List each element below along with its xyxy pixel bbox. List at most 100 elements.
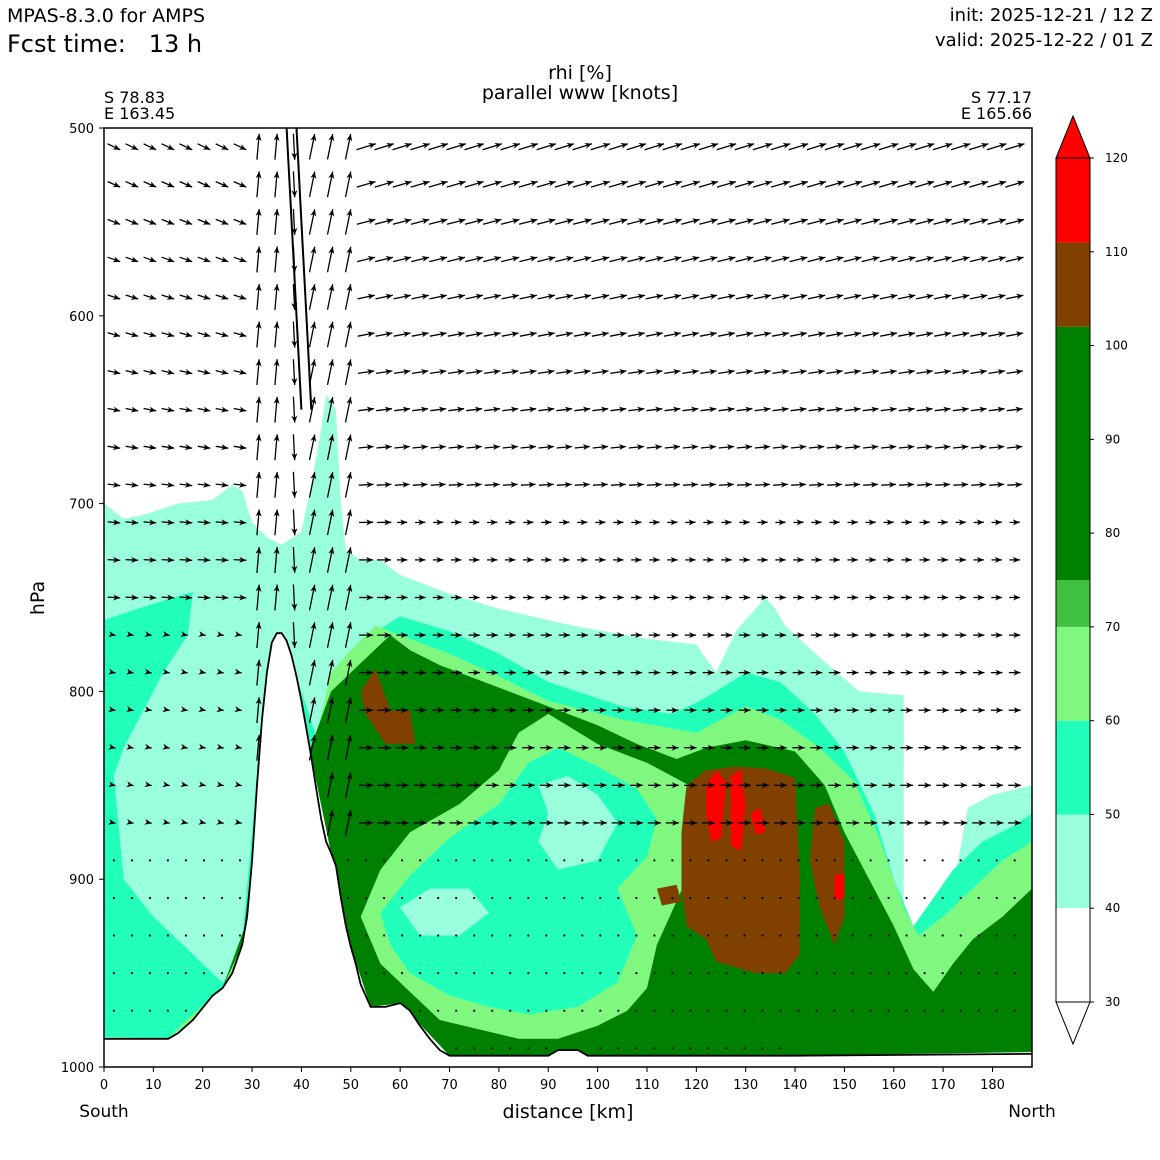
wind-vector	[179, 594, 193, 601]
wind-vector	[952, 405, 969, 413]
wind-vector	[428, 178, 449, 188]
wind-vector	[523, 556, 534, 563]
wind-vector	[412, 481, 428, 488]
wind-vector	[326, 133, 336, 160]
wind-vector	[761, 859, 764, 862]
wind-vector	[291, 396, 298, 423]
wind-vector	[581, 896, 584, 900]
wind-vector	[432, 707, 445, 714]
colorbar-tick-label: 100	[1105, 339, 1128, 353]
wind-vector	[653, 859, 656, 862]
wind-vector	[698, 140, 719, 151]
wind-vector	[684, 632, 696, 639]
wind-vector	[810, 782, 823, 789]
wind-vector	[383, 972, 386, 975]
wind-vector	[810, 632, 823, 639]
wind-vector	[394, 481, 410, 488]
wind-vector	[184, 934, 187, 937]
wind-vector	[590, 178, 611, 188]
wind-vector	[844, 330, 862, 338]
wind-vector	[509, 896, 512, 900]
wind-vector	[753, 216, 773, 225]
wind-vector	[215, 444, 229, 452]
wind-vector	[743, 972, 746, 975]
wind-vector	[505, 556, 516, 563]
wind-vector	[1013, 972, 1016, 975]
wind-vector	[197, 444, 211, 452]
wind-vector	[879, 254, 899, 263]
wind-vector	[887, 972, 890, 975]
rh-region-110	[750, 807, 766, 835]
wind-jet-line	[285, 128, 303, 410]
wind-vector	[954, 744, 967, 751]
wind-vector	[900, 707, 913, 714]
wind-vector	[161, 256, 176, 265]
wind-vector	[112, 934, 115, 937]
wind-vector	[1013, 896, 1016, 900]
wind-vector	[630, 707, 643, 714]
wind-vector	[326, 433, 336, 461]
wind-vector	[143, 143, 158, 153]
wind-vector	[666, 632, 678, 639]
wind-vector	[775, 556, 786, 563]
wind-vector	[273, 434, 281, 461]
wind-vector	[308, 133, 318, 160]
wind-vector	[987, 292, 1007, 300]
wind-vector	[916, 330, 934, 338]
wind-vector	[291, 434, 298, 461]
wind-vector	[682, 481, 698, 488]
wind-vector	[666, 669, 679, 676]
wind-vector	[446, 216, 467, 225]
wind-vector	[558, 594, 570, 601]
init-time: init: 2025-12-21 / 12 Z	[949, 5, 1153, 26]
wind-vector	[718, 443, 735, 451]
wind-vector	[843, 178, 863, 188]
wind-vector	[808, 367, 826, 375]
wind-vector	[707, 896, 710, 900]
wind-vector	[918, 782, 931, 789]
wind-vector	[107, 556, 121, 564]
wind-vector	[125, 594, 139, 601]
wind-vector	[792, 782, 805, 789]
wind-vector	[1008, 669, 1021, 676]
wind-vector	[952, 330, 970, 338]
wind-vector	[419, 972, 422, 975]
wind-vector	[125, 369, 139, 377]
wind-vector	[681, 292, 700, 300]
wind-vector	[771, 216, 791, 225]
wind-vector	[702, 707, 715, 714]
wind-vector	[220, 896, 224, 900]
wind-vector	[563, 972, 566, 975]
wind-vector	[941, 1009, 944, 1012]
wind-vector	[756, 707, 769, 714]
wind-vector	[969, 254, 989, 263]
wind-vector	[255, 283, 263, 311]
wind-vector	[527, 1047, 530, 1050]
wind-vector	[629, 819, 643, 826]
wind-vector	[977, 859, 980, 862]
wind-vector	[393, 367, 411, 375]
wind-vector	[447, 330, 466, 338]
wind-vector	[483, 330, 502, 338]
wind-vector	[649, 556, 660, 563]
wind-vector	[468, 594, 480, 601]
wind-vector	[610, 481, 626, 488]
wind-vector	[844, 367, 862, 375]
wind-vector	[197, 369, 211, 377]
wind-vector	[179, 369, 193, 377]
wind-vector	[234, 631, 243, 639]
wind-vector	[772, 405, 789, 413]
wind-vector	[521, 782, 535, 789]
wind-vector	[148, 972, 151, 975]
model-name: MPAS-8.3.0 for AMPS	[7, 5, 206, 27]
wind-vector	[308, 546, 318, 573]
wind-vector	[359, 632, 374, 639]
wind-vector	[900, 782, 913, 789]
wind-vector	[359, 819, 374, 826]
wind-vector	[344, 809, 354, 836]
wind-vector	[577, 519, 588, 526]
wind-vector	[197, 181, 212, 190]
wind-vector	[197, 556, 211, 564]
wind-vector	[631, 556, 642, 563]
wind-vector	[504, 594, 516, 601]
